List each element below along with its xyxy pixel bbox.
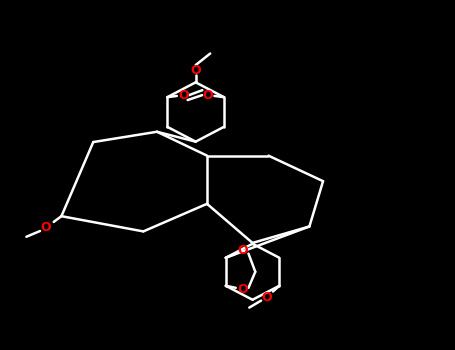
Text: O: O [238, 244, 248, 257]
Text: O: O [178, 89, 188, 101]
Text: O: O [238, 284, 248, 296]
Text: O: O [190, 63, 201, 77]
Text: O: O [203, 89, 213, 101]
Text: O: O [40, 221, 51, 234]
Text: O: O [261, 291, 272, 304]
